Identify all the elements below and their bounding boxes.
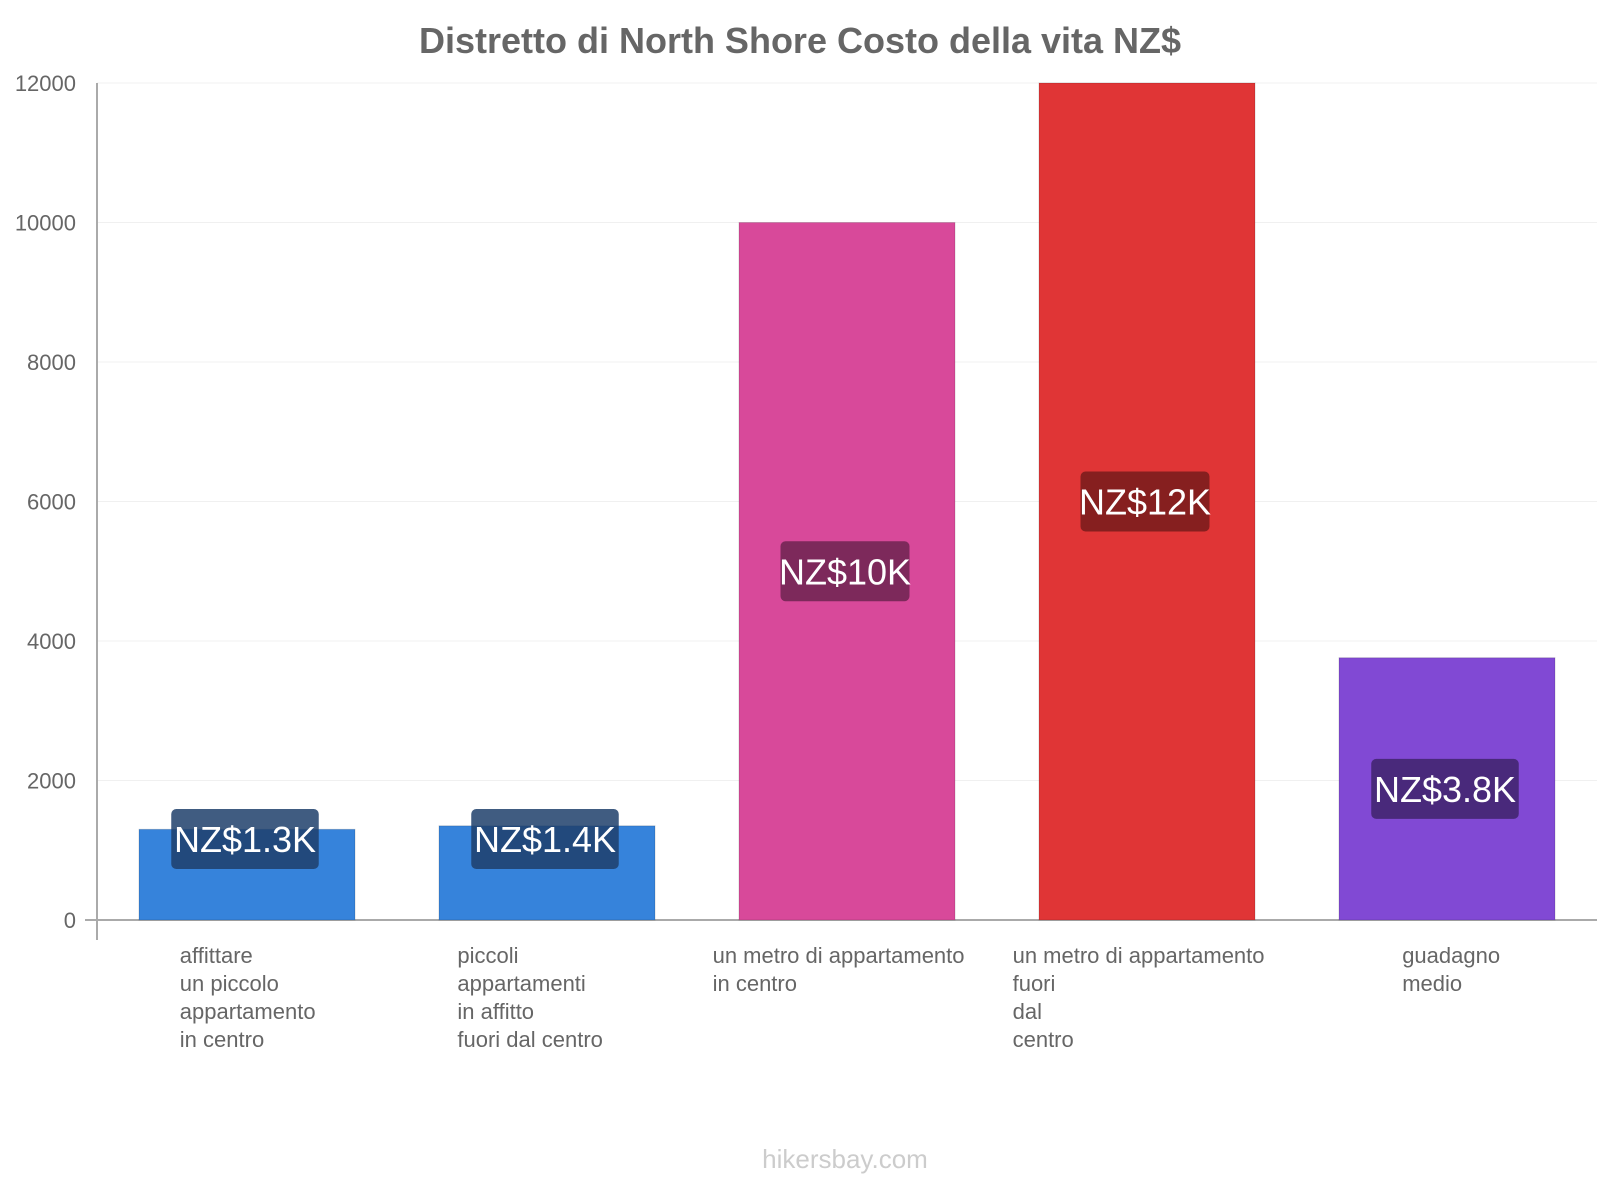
category-label-line: fuori [1013, 971, 1056, 996]
category-label-line: un piccolo [180, 971, 279, 996]
category-label-line: dal [1013, 999, 1042, 1024]
category-label: piccoli appartamenti in affitto fuori dal c… [457, 943, 603, 1052]
category-label-line: appartamento [180, 999, 316, 1024]
data-labels: NZ$1.3K NZ$1.4K NZ$10K NZ$12K NZ$3.8K [171, 471, 1519, 869]
category-label: un metro di appartamento fuori dal centro [1013, 943, 1265, 1052]
y-tick-label: 2000 [27, 769, 76, 794]
data-label: NZ$12K [1079, 482, 1211, 523]
data-label-background [780, 541, 910, 602]
category-label-line: fuori dal centro [457, 1027, 603, 1052]
data-label: NZ$3.8K [1374, 769, 1516, 810]
y-tick-label: 10000 [15, 211, 76, 236]
category-label-line: affittare [180, 943, 253, 968]
category-label-line: piccoli [457, 943, 518, 968]
y-tick-label: 8000 [27, 350, 76, 375]
category-label: un metro di appartamento in centro [713, 943, 965, 996]
data-label: NZ$1.3K [174, 819, 316, 860]
y-tick-label: 0 [64, 908, 76, 933]
category-label-line: guadagno [1402, 943, 1500, 968]
y-tick-label: 4000 [27, 629, 76, 654]
data-label-background [1080, 471, 1210, 532]
y-tick-label: 12000 [15, 71, 76, 96]
chart-title: Distretto di North Shore Costo della vit… [419, 20, 1181, 61]
axes: 0 2000 4000 6000 8000 10000 12000 [15, 71, 1597, 940]
category-label-line: appartamenti [457, 971, 585, 996]
data-label-background [171, 809, 319, 869]
category-label-line: medio [1402, 971, 1462, 996]
watermark: hikersbay.com [762, 1144, 928, 1174]
category-label-line: in centro [180, 1027, 264, 1052]
category-label: guadagno medio [1402, 943, 1500, 996]
data-label-background [1371, 758, 1519, 819]
category-labels: affittare un piccolo appartamento in centro… [180, 943, 1500, 1052]
category-label-line: un metro di appartamento [1013, 943, 1265, 968]
category-label: affittare un piccolo appartamento in centro [180, 943, 316, 1052]
data-label-background [471, 809, 619, 869]
data-label: NZ$10K [779, 551, 911, 592]
category-label-line: un metro di appartamento [713, 943, 965, 968]
data-label: NZ$1.4K [474, 819, 616, 860]
category-label-line: in centro [713, 971, 797, 996]
category-label-line: centro [1013, 1027, 1074, 1052]
y-tick-label: 6000 [27, 490, 76, 515]
category-label-line: in affitto [457, 999, 534, 1024]
